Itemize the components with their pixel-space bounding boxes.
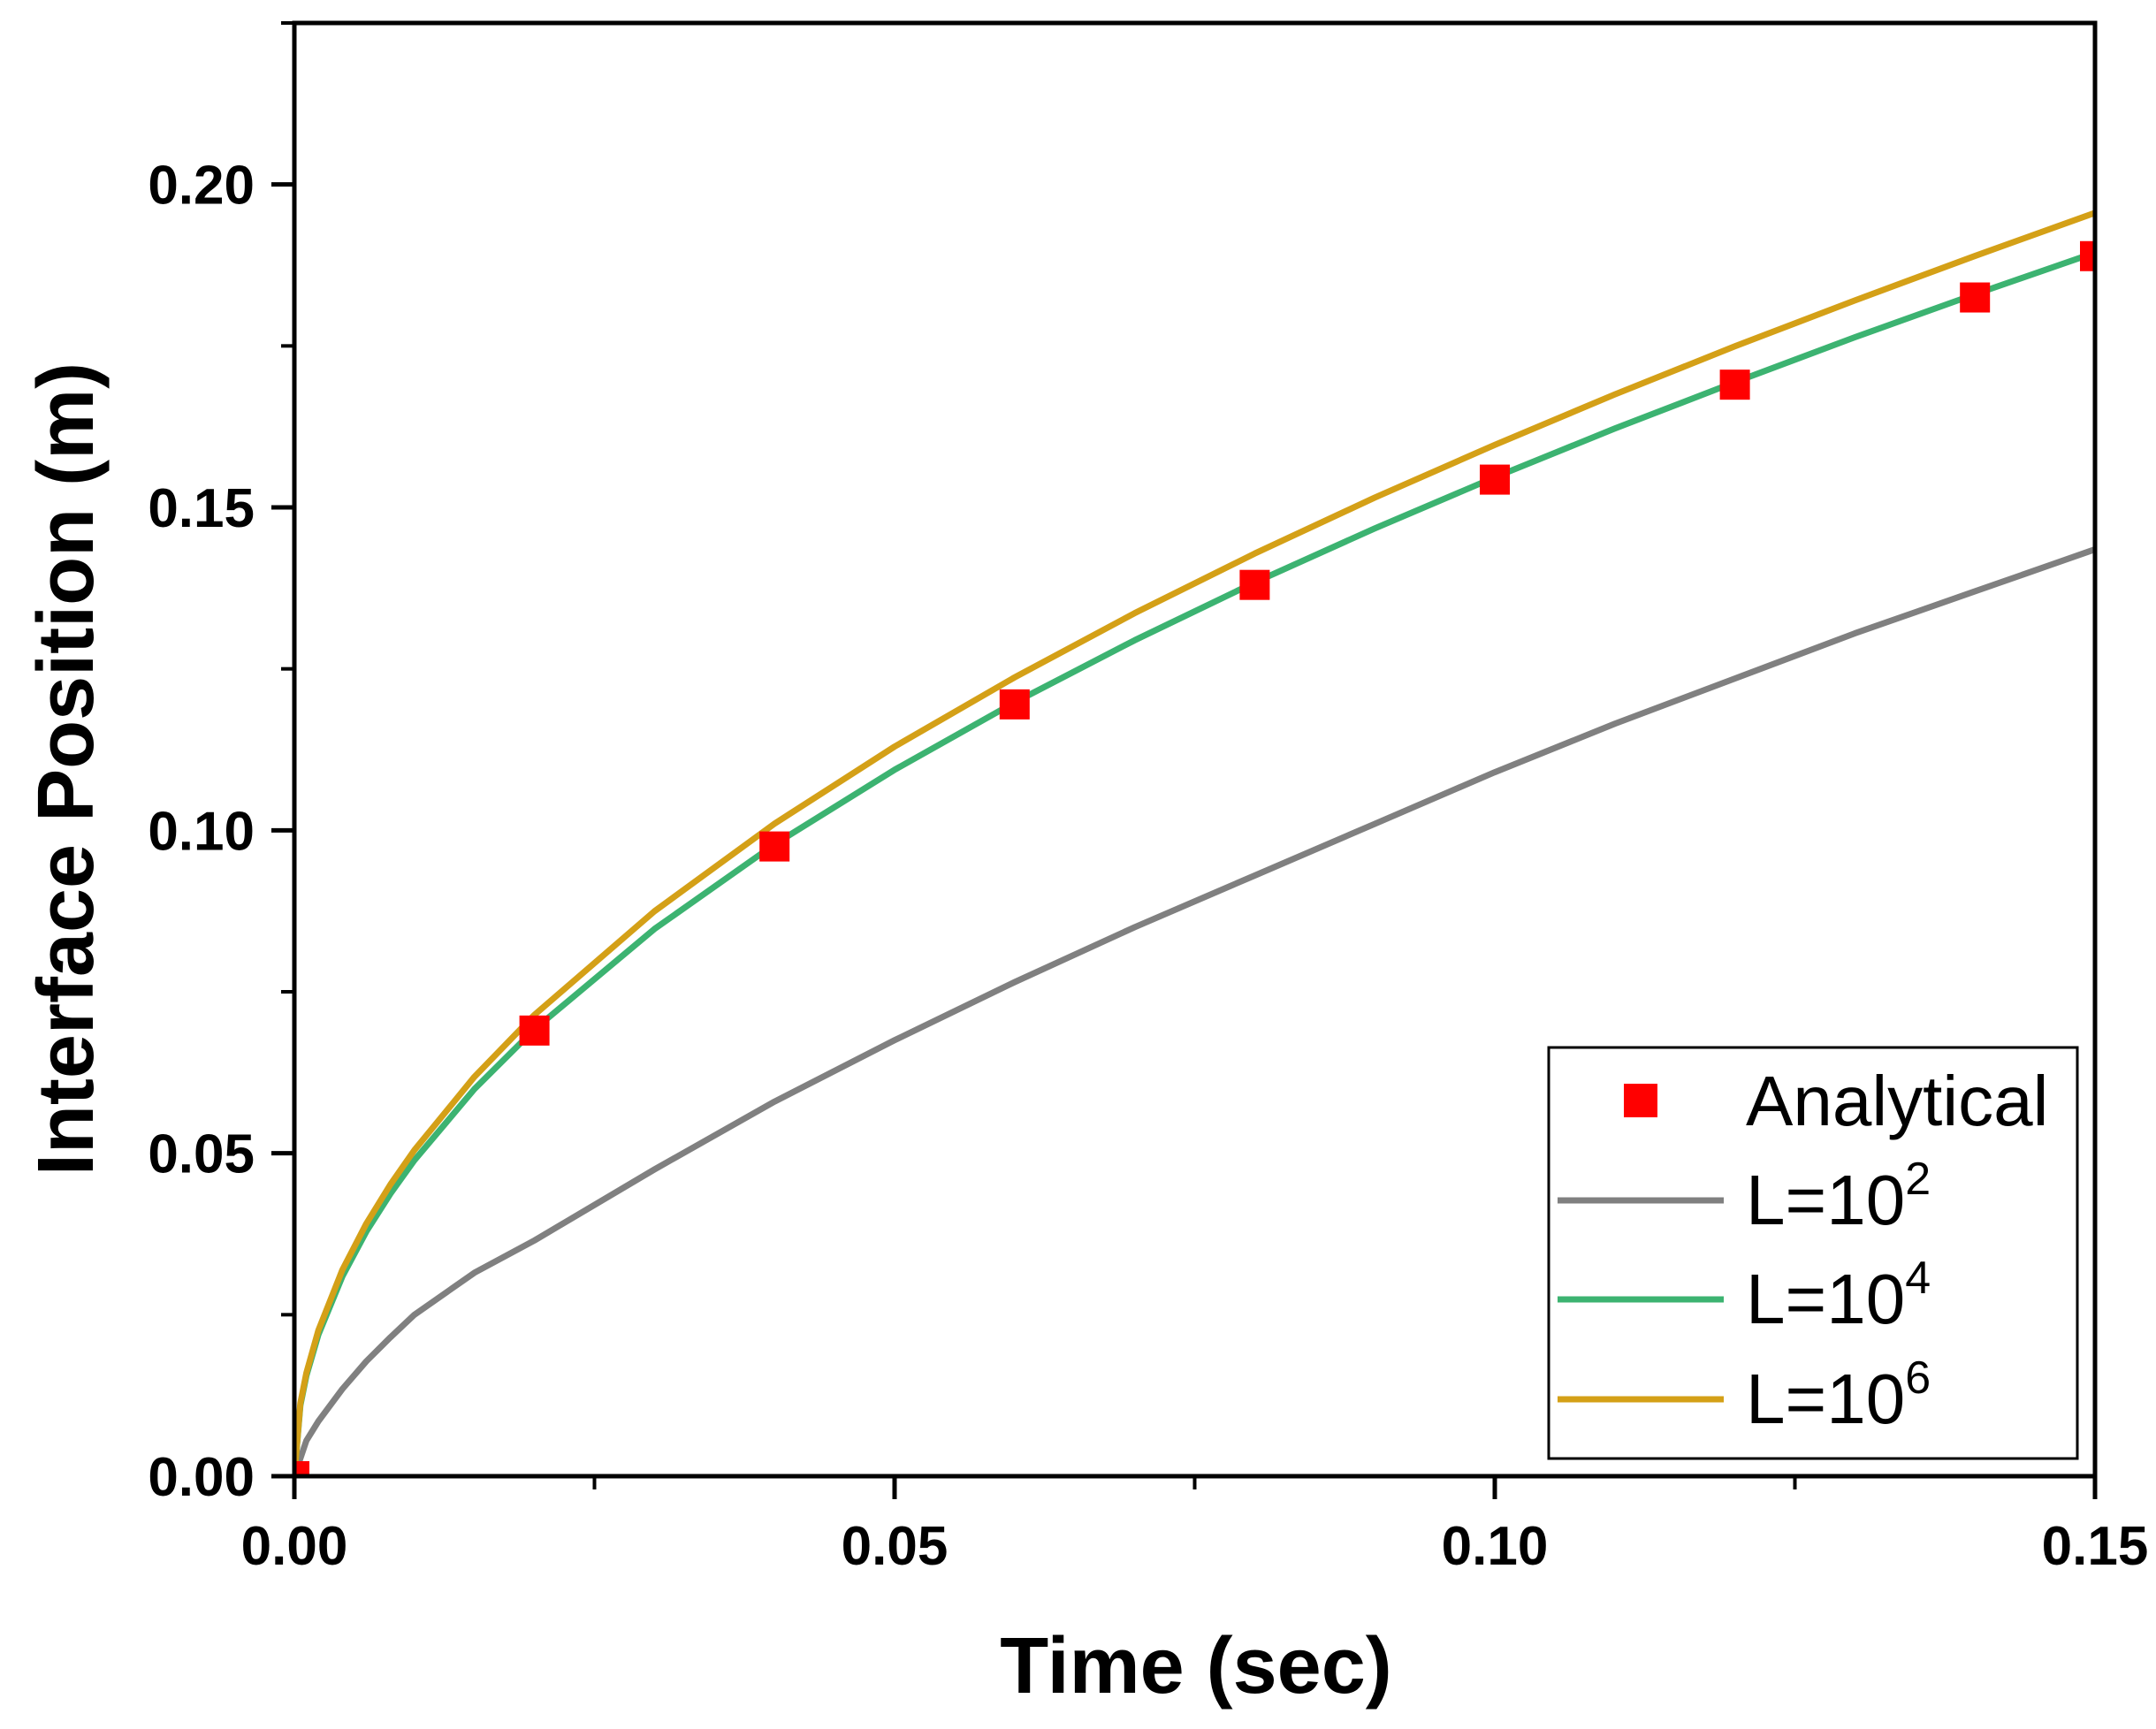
analytical-point — [1480, 464, 1510, 495]
series-line-l-10-6 — [294, 209, 2095, 1476]
x-tick-label: 0.10 — [1442, 1516, 1549, 1577]
legend-marker-analytical — [1624, 1084, 1657, 1117]
y-tick-label: 0.10 — [148, 801, 255, 862]
analytical-point — [519, 1015, 550, 1046]
x-tick-label: 0.00 — [241, 1516, 348, 1577]
legend: Analytical L=102 L=104 L=106 — [1547, 1046, 2079, 1460]
y-tick-label: 0.00 — [148, 1447, 255, 1508]
plot-series — [294, 209, 2095, 1476]
legend-label-analytical: Analytical — [1746, 1062, 2048, 1140]
analytical-point — [1239, 569, 1270, 600]
ticks: 0.00 0.05 0.10 0.15 0.00 0.05 0.10 0.15 0.20 — [148, 21, 2149, 1577]
legend-label-l-10-4: L=104 — [1746, 1253, 1931, 1338]
x-tick-label: 0.05 — [842, 1516, 948, 1577]
x-tick-label: 0.15 — [2042, 1516, 2149, 1577]
y-tick-label: 0.05 — [148, 1124, 255, 1185]
analytical-point — [759, 831, 790, 862]
x-axis-title: Time (sec) — [1000, 1622, 1392, 1710]
analytical-point — [1960, 282, 1991, 313]
analytical-point — [294, 1461, 309, 1476]
analytical-point — [1719, 369, 1750, 400]
analytical-markers — [294, 240, 2095, 1476]
legend-label-l-10-2: L=102 — [1746, 1154, 1931, 1239]
legend-label-l-10-6: L=106 — [1746, 1352, 1931, 1438]
y-tick-label: 0.15 — [148, 478, 255, 539]
series-line-l-10-2 — [294, 545, 2095, 1476]
y-tick-label: 0.20 — [148, 156, 255, 217]
y-axis-title: Interface Position (m) — [22, 362, 110, 1176]
plot-frame — [292, 20, 2098, 1479]
analytical-point — [2080, 240, 2095, 271]
analytical-point — [999, 689, 1030, 720]
